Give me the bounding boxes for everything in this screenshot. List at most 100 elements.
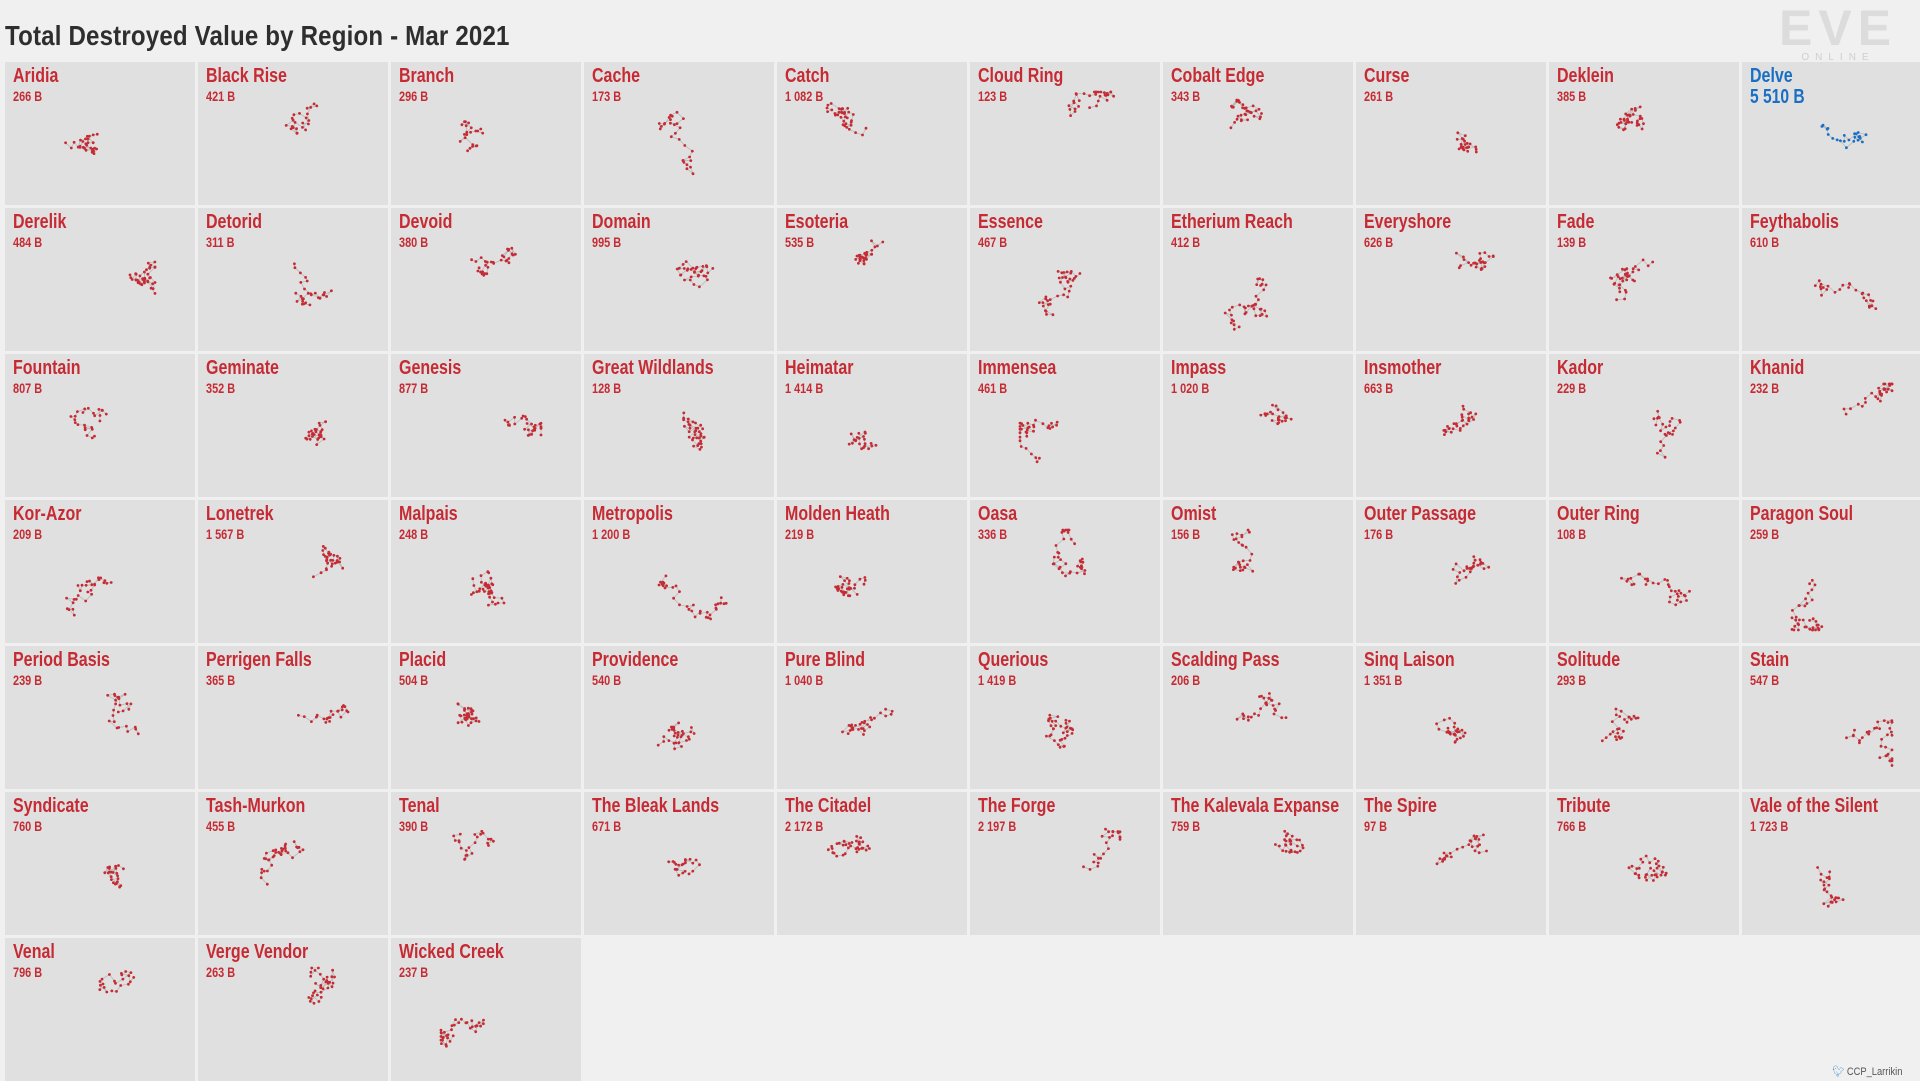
region-tile[interactable]: Tenal 390 B	[391, 792, 581, 935]
region-tile[interactable]: Cloud Ring 123 B	[970, 62, 1160, 205]
region-tile[interactable]: Insmother 663 B	[1356, 354, 1546, 497]
region-name: Devoid	[399, 211, 453, 233]
region-tile[interactable]: Etherium Reach 412 B	[1163, 208, 1353, 351]
region-tile[interactable]: Esoteria 535 B	[777, 208, 967, 351]
region-tile[interactable]: Vale of the Silent 1 723 B	[1742, 792, 1920, 935]
region-tile[interactable]: Malpais 248 B	[391, 500, 581, 643]
system-dot	[1064, 721, 1068, 725]
region-tile[interactable]: Providence 540 B	[584, 646, 774, 789]
system-dot	[1841, 898, 1845, 901]
region-tile[interactable]: Essence 467 B	[970, 208, 1160, 351]
region-tile[interactable]: Detorid 311 B	[198, 208, 388, 351]
region-tile[interactable]: Fade 139 B	[1549, 208, 1739, 351]
region-tile[interactable]: Venal 796 B	[5, 938, 195, 1081]
region-tile[interactable]: Lonetrek 1 567 B	[198, 500, 388, 643]
system-dot	[482, 1022, 485, 1026]
region-tile[interactable]: The Kalevala Expanse 759 B	[1163, 792, 1353, 935]
system-dot	[1638, 105, 1642, 109]
region-map	[841, 707, 894, 736]
region-tile[interactable]: Feythabolis 610 B	[1742, 208, 1920, 351]
region-tile[interactable]: Wicked Creek 237 B	[391, 938, 581, 1081]
system-dot	[1834, 896, 1838, 900]
region-tile[interactable]: Catch 1 082 B	[777, 62, 967, 205]
region-tile[interactable]: Solitude 293 B	[1549, 646, 1739, 789]
region-tile[interactable]: Tribute 766 B	[1549, 792, 1739, 935]
region-tile[interactable]: The Spire 97 B	[1356, 792, 1546, 935]
region-tile[interactable]: Genesis 877 B	[391, 354, 581, 497]
region-tile[interactable]: Outer Passage 176 B	[1356, 500, 1546, 643]
system-dot	[71, 601, 75, 605]
region-tile[interactable]: Fountain 807 B	[5, 354, 195, 497]
region-tile[interactable]: Domain 995 B	[584, 208, 774, 351]
system-dot	[1265, 314, 1269, 318]
system-dot	[474, 1030, 478, 1034]
system-dot	[1830, 895, 1834, 899]
system-dot	[1668, 420, 1672, 423]
author-credit[interactable]: 🐦︎ CCP_Larrikin	[1832, 1065, 1902, 1078]
region-tile[interactable]: Molden Heath 219 B	[777, 500, 967, 643]
region-tile[interactable]: Branch 296 B	[391, 62, 581, 205]
region-tile[interactable]: Devoid 380 B	[391, 208, 581, 351]
region-tile[interactable]: The Citadel 2 172 B	[777, 792, 967, 935]
region-tile[interactable]: Derelik 484 B	[5, 208, 195, 351]
region-tile[interactable]: Great Wildlands 128 B	[584, 354, 774, 497]
region-tile[interactable]: The Forge 2 197 B	[970, 792, 1160, 935]
system-dot	[1665, 434, 1668, 437]
system-dot	[1259, 707, 1262, 710]
system-dot	[450, 1028, 453, 1032]
system-dot	[1235, 117, 1239, 121]
region-tile[interactable]: Stain 547 B	[1742, 646, 1920, 789]
system-dot	[486, 837, 490, 841]
region-tile[interactable]: Black Rise 421 B	[198, 62, 388, 205]
system-dot	[1237, 541, 1241, 544]
region-tile[interactable]: Period Basis 239 B	[5, 646, 195, 789]
region-tile[interactable]: Immensea 461 B	[970, 354, 1160, 497]
system-dot	[92, 149, 95, 153]
region-tile[interactable]: Cobalt Edge 343 B	[1163, 62, 1353, 205]
system-dot	[475, 590, 479, 594]
system-dot	[1816, 866, 1819, 869]
system-dot	[845, 576, 849, 580]
region-tile[interactable]: Querious 1 419 B	[970, 646, 1160, 789]
region-tile[interactable]: Geminate 352 B	[198, 354, 388, 497]
system-dot	[1627, 113, 1631, 117]
system-dot	[1097, 90, 1100, 94]
region-name: Verge Vendor	[206, 941, 309, 963]
region-tile[interactable]: Syndicate 760 B	[5, 792, 195, 935]
region-tile[interactable]: Delve 5 510 B	[1742, 62, 1920, 205]
region-tile[interactable]: Impass 1 020 B	[1163, 354, 1353, 497]
region-tile[interactable]: Placid 504 B	[391, 646, 581, 789]
region-tile[interactable]: The Bleak Lands 671 B	[584, 792, 774, 935]
region-tile[interactable]: Outer Ring 108 B	[1549, 500, 1739, 643]
region-tile[interactable]: Metropolis 1 200 B	[584, 500, 774, 643]
system-dot	[78, 589, 82, 593]
region-tile[interactable]: Kador 229 B	[1549, 354, 1739, 497]
system-dot	[1100, 834, 1104, 838]
region-tile[interactable]: Perrigen Falls 365 B	[198, 646, 388, 789]
region-tile[interactable]: Sinq Laison 1 351 B	[1356, 646, 1546, 789]
system-dot	[1259, 413, 1263, 417]
region-tile[interactable]: Scalding Pass 206 B	[1163, 646, 1353, 789]
system-dot	[284, 849, 288, 853]
region-tile[interactable]: Everyshore 626 B	[1356, 208, 1546, 351]
region-tile[interactable]: Paragon Soul 259 B	[1742, 500, 1920, 643]
system-dot	[1677, 589, 1681, 592]
region-tile[interactable]: Cache 173 B	[584, 62, 774, 205]
region-tile[interactable]: Omist 156 B	[1163, 500, 1353, 643]
system-dot	[1623, 718, 1626, 721]
region-tile[interactable]: Heimatar 1 414 B	[777, 354, 967, 497]
region-tile[interactable]: Aridia 266 B	[5, 62, 195, 205]
region-tile[interactable]: Tash-Murkon 455 B	[198, 792, 388, 935]
region-tile[interactable]: Pure Blind 1 040 B	[777, 646, 967, 789]
system-dot	[98, 988, 102, 991]
system-dot	[1860, 736, 1864, 739]
region-tile[interactable]: Khanid 232 B	[1742, 354, 1920, 497]
region-tile[interactable]: Verge Vendor 263 B	[198, 938, 388, 1081]
region-tile[interactable]: Oasa 336 B	[970, 500, 1160, 643]
region-tile[interactable]: Curse 261 B	[1356, 62, 1546, 205]
system-dot	[463, 707, 466, 710]
system-dot	[1620, 276, 1624, 280]
system-dot	[1622, 128, 1625, 132]
region-tile[interactable]: Kor-Azor 209 B	[5, 500, 195, 643]
region-tile[interactable]: Deklein 385 B	[1549, 62, 1739, 205]
